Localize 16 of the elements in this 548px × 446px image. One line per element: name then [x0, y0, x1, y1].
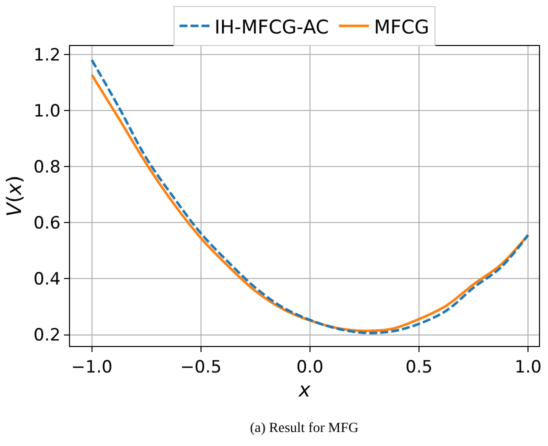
- text: (a) Result for MFG: [250, 421, 358, 436]
- y-tick-label: 0.6: [34, 214, 61, 234]
- x-tick-label: 0.5: [405, 357, 433, 378]
- x-tick-label: 1.0: [514, 357, 542, 378]
- y-tick-label: 0.8: [34, 158, 61, 178]
- y-tick-label: 0.4: [34, 270, 61, 290]
- x-axis-title: x: [298, 377, 311, 402]
- y-tick-label: 1.2: [34, 45, 61, 66]
- x-tick-label: 0.0: [296, 357, 324, 378]
- x-tick-label: −1.0: [71, 357, 112, 378]
- y-axis-title: V(x): [2, 175, 26, 217]
- y-tick-label: 1.0: [34, 101, 61, 122]
- legend-label: MFCG: [374, 16, 430, 38]
- y-tick-label: 0.2: [34, 326, 61, 346]
- legend-label: IH-MFCG-AC: [214, 16, 329, 38]
- x-tick-label: −0.5: [180, 357, 222, 378]
